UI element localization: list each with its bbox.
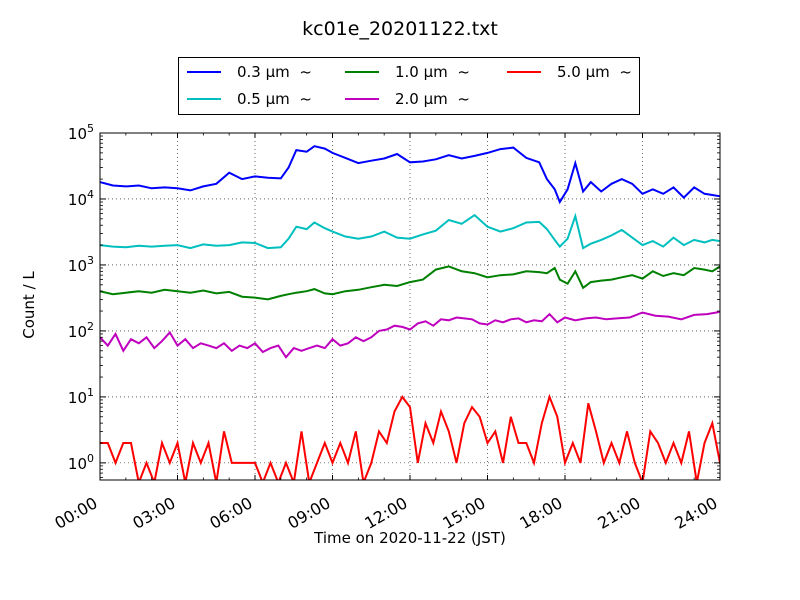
legend-swatch (507, 71, 541, 73)
legend-label: 2.0 µm ~ (395, 90, 470, 108)
chart-title: kc01e_20201122.txt (302, 18, 498, 40)
y-axis-label: Count / L (20, 271, 38, 339)
series-line-3 (100, 310, 720, 359)
series-line-0 (100, 145, 720, 205)
legend-item-0-5um: 0.5 µm ~ (187, 89, 312, 109)
legend-item-5-0um: 5.0 µm ~ (507, 62, 632, 82)
series-line-2 (100, 265, 720, 301)
series-lines (100, 145, 720, 480)
series-line-4 (100, 393, 720, 480)
legend-item-1-0um: 1.0 µm ~ (345, 62, 470, 82)
y-tick-label: 105 (68, 122, 94, 143)
legend-label: 0.3 µm ~ (237, 63, 312, 81)
series-line-1 (100, 212, 720, 250)
y-tick-label: 104 (68, 188, 94, 209)
y-tick-label: 101 (68, 386, 94, 407)
legend-label: 1.0 µm ~ (395, 63, 470, 81)
x-axis-label: Time on 2020-11-22 (JST) (314, 529, 506, 547)
grid (100, 133, 720, 480)
axis-ticks: 100 101 102 103 104 105 (68, 122, 721, 480)
legend-swatch (187, 98, 221, 100)
legend: 0.3 µm ~ 0.5 µm ~ 1.0 µm ~ 2.0 µm ~ 5.0 … (178, 57, 640, 115)
y-tick-label: 100 (68, 452, 94, 473)
legend-label: 5.0 µm ~ (557, 63, 632, 81)
legend-item-0-3um: 0.3 µm ~ (187, 62, 312, 82)
legend-swatch (345, 98, 379, 100)
legend-label: 0.5 µm ~ (237, 90, 312, 108)
y-tick-label: 103 (68, 254, 94, 275)
y-tick-label: 102 (68, 320, 94, 341)
legend-swatch (345, 71, 379, 73)
legend-item-2-0um: 2.0 µm ~ (345, 89, 470, 109)
legend-swatch (187, 71, 221, 73)
